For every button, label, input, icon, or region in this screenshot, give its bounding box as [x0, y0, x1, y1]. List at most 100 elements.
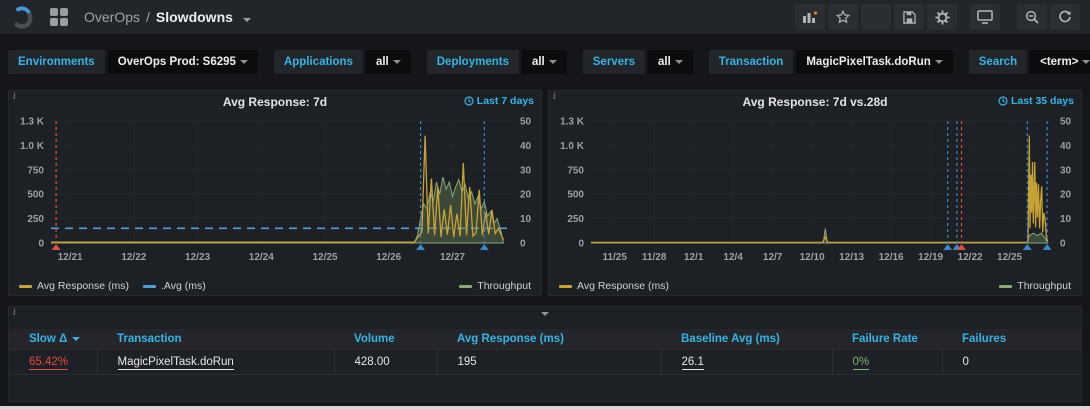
legend-baseline-avg[interactable]: .Avg (ms): [143, 280, 206, 292]
svg-text:1.0 K: 1.0 K: [560, 141, 585, 152]
info-icon[interactable]: i: [13, 308, 16, 318]
chart-legend: Avg Response (ms) Throughput: [559, 280, 1071, 292]
svg-text:20: 20: [1060, 190, 1072, 201]
svg-text:0: 0: [578, 239, 584, 250]
window-bottom-edge: [0, 406, 1090, 409]
svg-text:11/28: 11/28: [642, 252, 667, 263]
chevron-down-icon: [239, 59, 248, 64]
filter-servers: Servers all: [582, 50, 693, 74]
chart-avg-response-7d-vs-28d[interactable]: 0 250 500 750 1.0 K 1.3 K 0 10 20 30 40 50 11/25 11/2…: [549, 113, 1079, 271]
column-header-volume[interactable]: Volume: [334, 329, 437, 350]
transaction-dropdown[interactable]: MagicPixelTask.doRun: [796, 50, 953, 74]
svg-text:12/25: 12/25: [312, 252, 337, 263]
star-button[interactable]: [828, 4, 858, 30]
filter-applications: Applications all: [273, 50, 411, 74]
refresh-icon: [1059, 10, 1071, 23]
dashboard-picker-icon[interactable]: [46, 5, 72, 29]
panel-slowdowns-table: i Slow Δ Transaction Volume Avg Response…: [8, 306, 1082, 402]
zoom-out-button[interactable]: [1017, 4, 1047, 30]
svg-text:20: 20: [520, 190, 532, 201]
filter-deployments: Deployments all: [426, 50, 567, 74]
environments-dropdown[interactable]: OverOps Prod: S6295: [107, 50, 258, 74]
svg-text:12/21: 12/21: [58, 252, 83, 263]
time-range-label[interactable]: Last 7 days: [464, 95, 534, 107]
panel-title[interactable]: Avg Response: 7d vs.28d: [742, 95, 888, 109]
filter-transaction: Transaction MagicPixelTask.doRun: [708, 50, 953, 74]
time-range-label[interactable]: Last 35 days: [998, 95, 1074, 107]
series-color-swatch: [559, 284, 572, 288]
save-button[interactable]: [894, 4, 924, 30]
filter-label: Transaction: [708, 50, 794, 74]
info-icon[interactable]: i: [553, 92, 556, 102]
column-header-transaction[interactable]: Transaction: [97, 329, 334, 350]
svg-text:500: 500: [27, 190, 44, 201]
deployments-dropdown[interactable]: all: [521, 50, 567, 74]
info-icon[interactable]: i: [13, 92, 16, 102]
svg-text:40: 40: [520, 141, 532, 152]
svg-text:12/4: 12/4: [723, 252, 743, 263]
svg-text:12/23: 12/23: [185, 252, 210, 263]
filter-search: Search <term>: [968, 50, 1090, 74]
chevron-down-icon: [392, 59, 401, 64]
star-icon: [836, 10, 850, 24]
column-header-failures[interactable]: Failures: [942, 329, 1081, 350]
series-color-swatch: [143, 284, 157, 288]
navbar-actions: [792, 4, 1080, 30]
svg-text:750: 750: [27, 165, 44, 176]
refresh-button[interactable]: [1050, 4, 1080, 30]
filter-label: Environments: [8, 50, 105, 74]
svg-text:11/25: 11/25: [602, 252, 627, 263]
svg-text:10: 10: [1060, 214, 1072, 225]
tv-mode-button[interactable]: [970, 4, 1000, 30]
breadcrumb-separator: /: [146, 9, 150, 25]
svg-text:40: 40: [1060, 141, 1072, 152]
applications-dropdown[interactable]: all: [365, 50, 411, 74]
chart-avg-response-7d[interactable]: 0 250 500 750 1.0 K 1.3 K 0 10 20 30 40 50 12/21 12/2…: [9, 113, 539, 271]
series-color-swatch: [999, 284, 1013, 288]
svg-text:250: 250: [27, 214, 44, 225]
column-header-baseline-avg[interactable]: Baseline Avg (ms): [661, 329, 832, 350]
overops-logo[interactable]: [10, 5, 34, 29]
cell-avg-response: 195: [436, 349, 661, 375]
svg-text:50: 50: [520, 117, 532, 128]
cell-baseline-avg[interactable]: 26.1: [660, 349, 832, 375]
cell-transaction[interactable]: MagicPixelTask.doRun: [96, 349, 334, 375]
search-term-dropdown[interactable]: <term>: [1030, 50, 1090, 74]
panel-header[interactable]: i Avg Response: 7d Last 7 days: [9, 91, 541, 113]
svg-text:12/22: 12/22: [121, 252, 146, 263]
save-icon: [902, 10, 916, 24]
column-header-avg-response[interactable]: Avg Response (ms): [437, 329, 661, 350]
servers-dropdown[interactable]: all: [647, 50, 693, 74]
panel-header[interactable]: i Avg Response: 7d vs.28d Last 35 days: [549, 91, 1081, 113]
svg-text:1.0 K: 1.0 K: [20, 141, 45, 152]
panel-title[interactable]: Avg Response: 7d: [222, 95, 328, 109]
svg-text:0: 0: [1060, 239, 1066, 250]
settings-button[interactable]: [927, 4, 957, 30]
breadcrumb-app: OverOps: [84, 9, 141, 25]
chevron-down-icon: [1082, 59, 1090, 64]
breadcrumb[interactable]: OverOps / Slowdowns: [84, 9, 251, 25]
panel-collapse-caret-icon[interactable]: [541, 312, 549, 316]
svg-text:12/1: 12/1: [684, 252, 704, 263]
share-button[interactable]: [861, 4, 891, 30]
add-panel-button[interactable]: [795, 4, 825, 30]
svg-text:12/13: 12/13: [839, 252, 864, 263]
column-header-slow-delta[interactable]: Slow Δ: [9, 329, 97, 350]
svg-text:12/7: 12/7: [763, 252, 783, 263]
series-color-swatch: [19, 284, 32, 288]
column-header-failure-rate[interactable]: Failure Rate: [832, 329, 942, 350]
panel-avg-response-7d-vs-28d: i Avg Response: 7d vs.28d Last 35 days 0…: [548, 90, 1082, 296]
legend-throughput[interactable]: Throughput: [459, 280, 531, 292]
zoom-out-icon: [1025, 10, 1039, 24]
legend-avg-response[interactable]: Avg Response (ms): [559, 280, 669, 292]
svg-text:12/25: 12/25: [997, 252, 1022, 263]
legend-throughput[interactable]: Throughput: [999, 280, 1071, 292]
svg-text:0: 0: [38, 239, 44, 250]
chart-legend: Avg Response (ms) .Avg (ms) Throughput: [19, 280, 531, 292]
table-row: 65.42% MagicPixelTask.doRun 428.00 195 2…: [9, 349, 1081, 375]
cell-failure-rate[interactable]: 0%: [831, 349, 942, 375]
cell-slow-delta[interactable]: 65.42%: [9, 349, 97, 375]
chevron-down-icon: [934, 59, 943, 64]
legend-avg-response[interactable]: Avg Response (ms): [19, 280, 129, 292]
clock-icon: [464, 96, 474, 106]
